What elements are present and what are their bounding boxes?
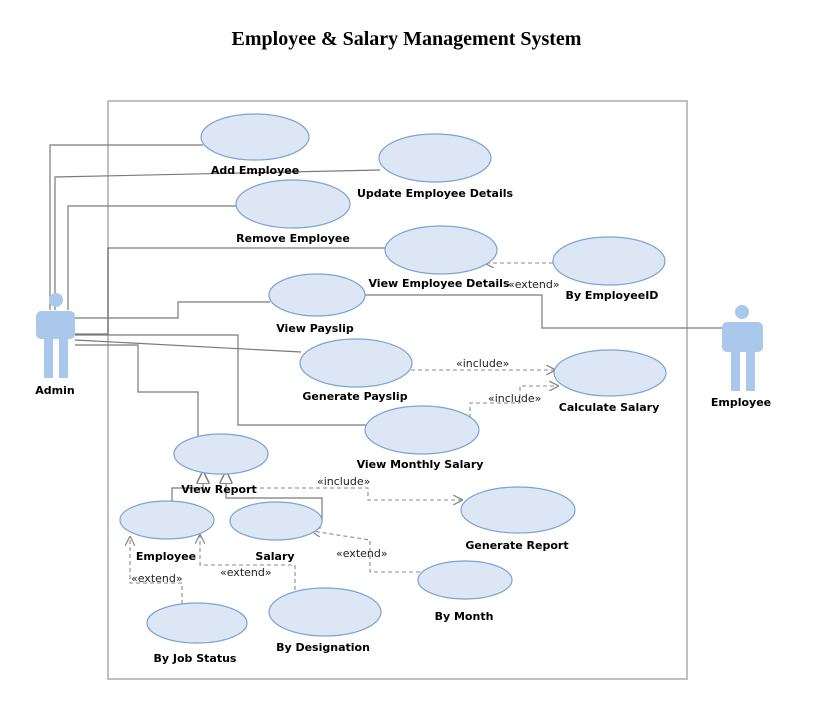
diagram-title: Employee & Salary Management System: [231, 28, 582, 50]
relation-label-include-view-report: «include»: [317, 475, 370, 488]
admin-actor[interactable]: [36, 293, 75, 378]
use-case-label-calculate-salary: Calculate Salary: [559, 401, 660, 414]
relation-label-include-monthly-salary: «include»: [488, 392, 541, 405]
use-case-label-by-employee-id: By EmployeeID: [566, 289, 659, 302]
use-case-label-view-payslip: View Payslip: [276, 322, 354, 335]
use-case-by-job-status[interactable]: [146, 602, 248, 644]
generalizations: [171, 472, 323, 522]
use-case-calculate-salary[interactable]: [553, 349, 667, 397]
employee-label: Employee: [711, 396, 771, 409]
employee-left-leg-icon: [731, 350, 740, 391]
admin-associations: [49, 144, 385, 436]
admin-right-leg-icon: [59, 337, 68, 378]
admin-label: Admin: [35, 384, 74, 397]
use-case-employee[interactable]: [119, 500, 215, 540]
use-case-salary[interactable]: [229, 501, 323, 541]
use-case-by-employee-id[interactable]: [552, 236, 666, 286]
employee-association: [365, 294, 722, 329]
relation-label-extend-by-designation: «extend»: [220, 566, 272, 579]
employee-body-icon: [722, 322, 763, 352]
employee-actor[interactable]: [722, 305, 763, 391]
employee-head-icon: [735, 305, 749, 319]
use-case-generate-report[interactable]: [460, 486, 576, 534]
use-case-view-monthly-salary[interactable]: [364, 405, 480, 455]
admin-left-leg-icon: [44, 337, 53, 378]
use-case-label-generate-payslip: Generate Payslip: [302, 390, 407, 403]
use-case-label-view-report: View Report: [181, 483, 257, 496]
use-case-by-designation[interactable]: [268, 587, 382, 637]
relation-label-extend-employee-id: «extend»: [508, 278, 560, 291]
use-case-label-salary: Salary: [255, 550, 294, 563]
relation-label-extend-by-job-status: «extend»: [131, 572, 183, 585]
admin-head-icon: [49, 293, 63, 307]
use-case-label-by-job-status: By Job Status: [154, 652, 237, 665]
use-case-by-month[interactable]: [417, 560, 513, 600]
use-case-add-employee[interactable]: [200, 113, 310, 161]
use-case-label-generate-report: Generate Report: [465, 539, 568, 552]
system-boundary: [107, 100, 688, 680]
employee-right-leg-icon: [746, 350, 755, 391]
use-case-view-employee-details[interactable]: [384, 225, 498, 275]
use-case-label-by-designation: By Designation: [276, 641, 370, 654]
use-case-label-remove-employee: Remove Employee: [236, 232, 350, 245]
use-case-label-employee: Employee: [136, 550, 196, 563]
use-case-update-employee-details[interactable]: [378, 133, 492, 183]
use-case-label-by-month: By Month: [435, 610, 494, 623]
use-case-generate-payslip[interactable]: [299, 338, 413, 388]
relation-label-extend-by-month: «extend»: [336, 547, 388, 560]
use-case-view-payslip[interactable]: [268, 273, 366, 317]
use-case-label-view-employee-details: View Employee Details: [368, 277, 509, 290]
relation-label-include-generate-payslip: «include»: [456, 357, 509, 370]
dependency-lines: [130, 263, 558, 604]
admin-body-icon: [36, 311, 75, 339]
use-case-label-update-employee-details: Update Employee Details: [357, 187, 514, 200]
use-case-view-report[interactable]: [173, 433, 269, 475]
use-case-label-add-employee: Add Employee: [211, 164, 299, 177]
use-case-remove-employee[interactable]: [235, 179, 351, 229]
use-case-label-view-monthly-salary: View Monthly Salary: [357, 458, 484, 471]
